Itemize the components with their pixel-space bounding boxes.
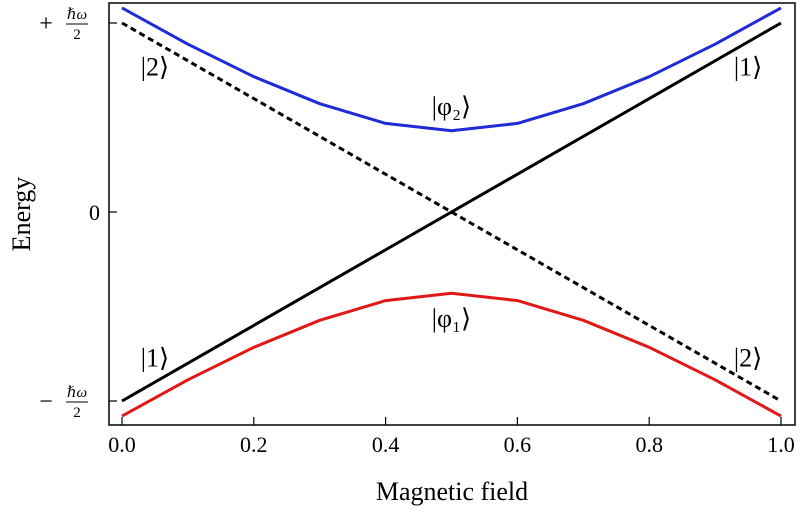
- x-tick-label: 0.8: [635, 432, 663, 457]
- state-label: |φ₁⟩: [432, 304, 471, 333]
- state-label: |2⟩: [141, 52, 169, 81]
- y-tick-label: 0: [89, 200, 100, 225]
- y-tick-denominator: 2: [73, 27, 81, 43]
- x-tick-label: 0.0: [108, 432, 136, 457]
- annotations-layer: |2⟩ |1⟩ |φ₂⟩ |φ₁⟩ |1⟩ |2⟩: [141, 52, 762, 372]
- state-label: |1⟩: [141, 344, 169, 373]
- series-line-3: [121, 21, 782, 403]
- y-tick-sign: +: [39, 11, 53, 37]
- y-tick-fraction-label: − ℏω 2: [39, 385, 88, 421]
- x-tick-label: 0.2: [240, 432, 268, 457]
- y-axis-label: Energy: [7, 177, 36, 252]
- x-tick-label: 0.6: [504, 432, 532, 457]
- y-tick-numerator: ℏω: [67, 385, 87, 401]
- y-tick-sign: −: [39, 389, 53, 415]
- y-tick-denominator: 2: [73, 405, 81, 421]
- series-line-2: [121, 21, 782, 403]
- state-label: |φ₂⟩: [432, 92, 471, 121]
- plot-frame: [108, 2, 796, 426]
- x-axis-label: Magnetic field: [376, 477, 528, 506]
- state-label: |2⟩: [734, 344, 762, 373]
- series-line-0: [121, 6, 782, 133]
- y-tick-numerator: ℏω: [67, 7, 87, 23]
- y-tick-fraction-label: + ℏω 2: [39, 7, 88, 43]
- state-label: |1⟩: [734, 52, 762, 81]
- x-tick-label: 0.4: [372, 432, 400, 457]
- x-tick-label: 1.0: [767, 432, 795, 457]
- curves-layer: [121, 6, 782, 418]
- series-line-1: [121, 291, 782, 418]
